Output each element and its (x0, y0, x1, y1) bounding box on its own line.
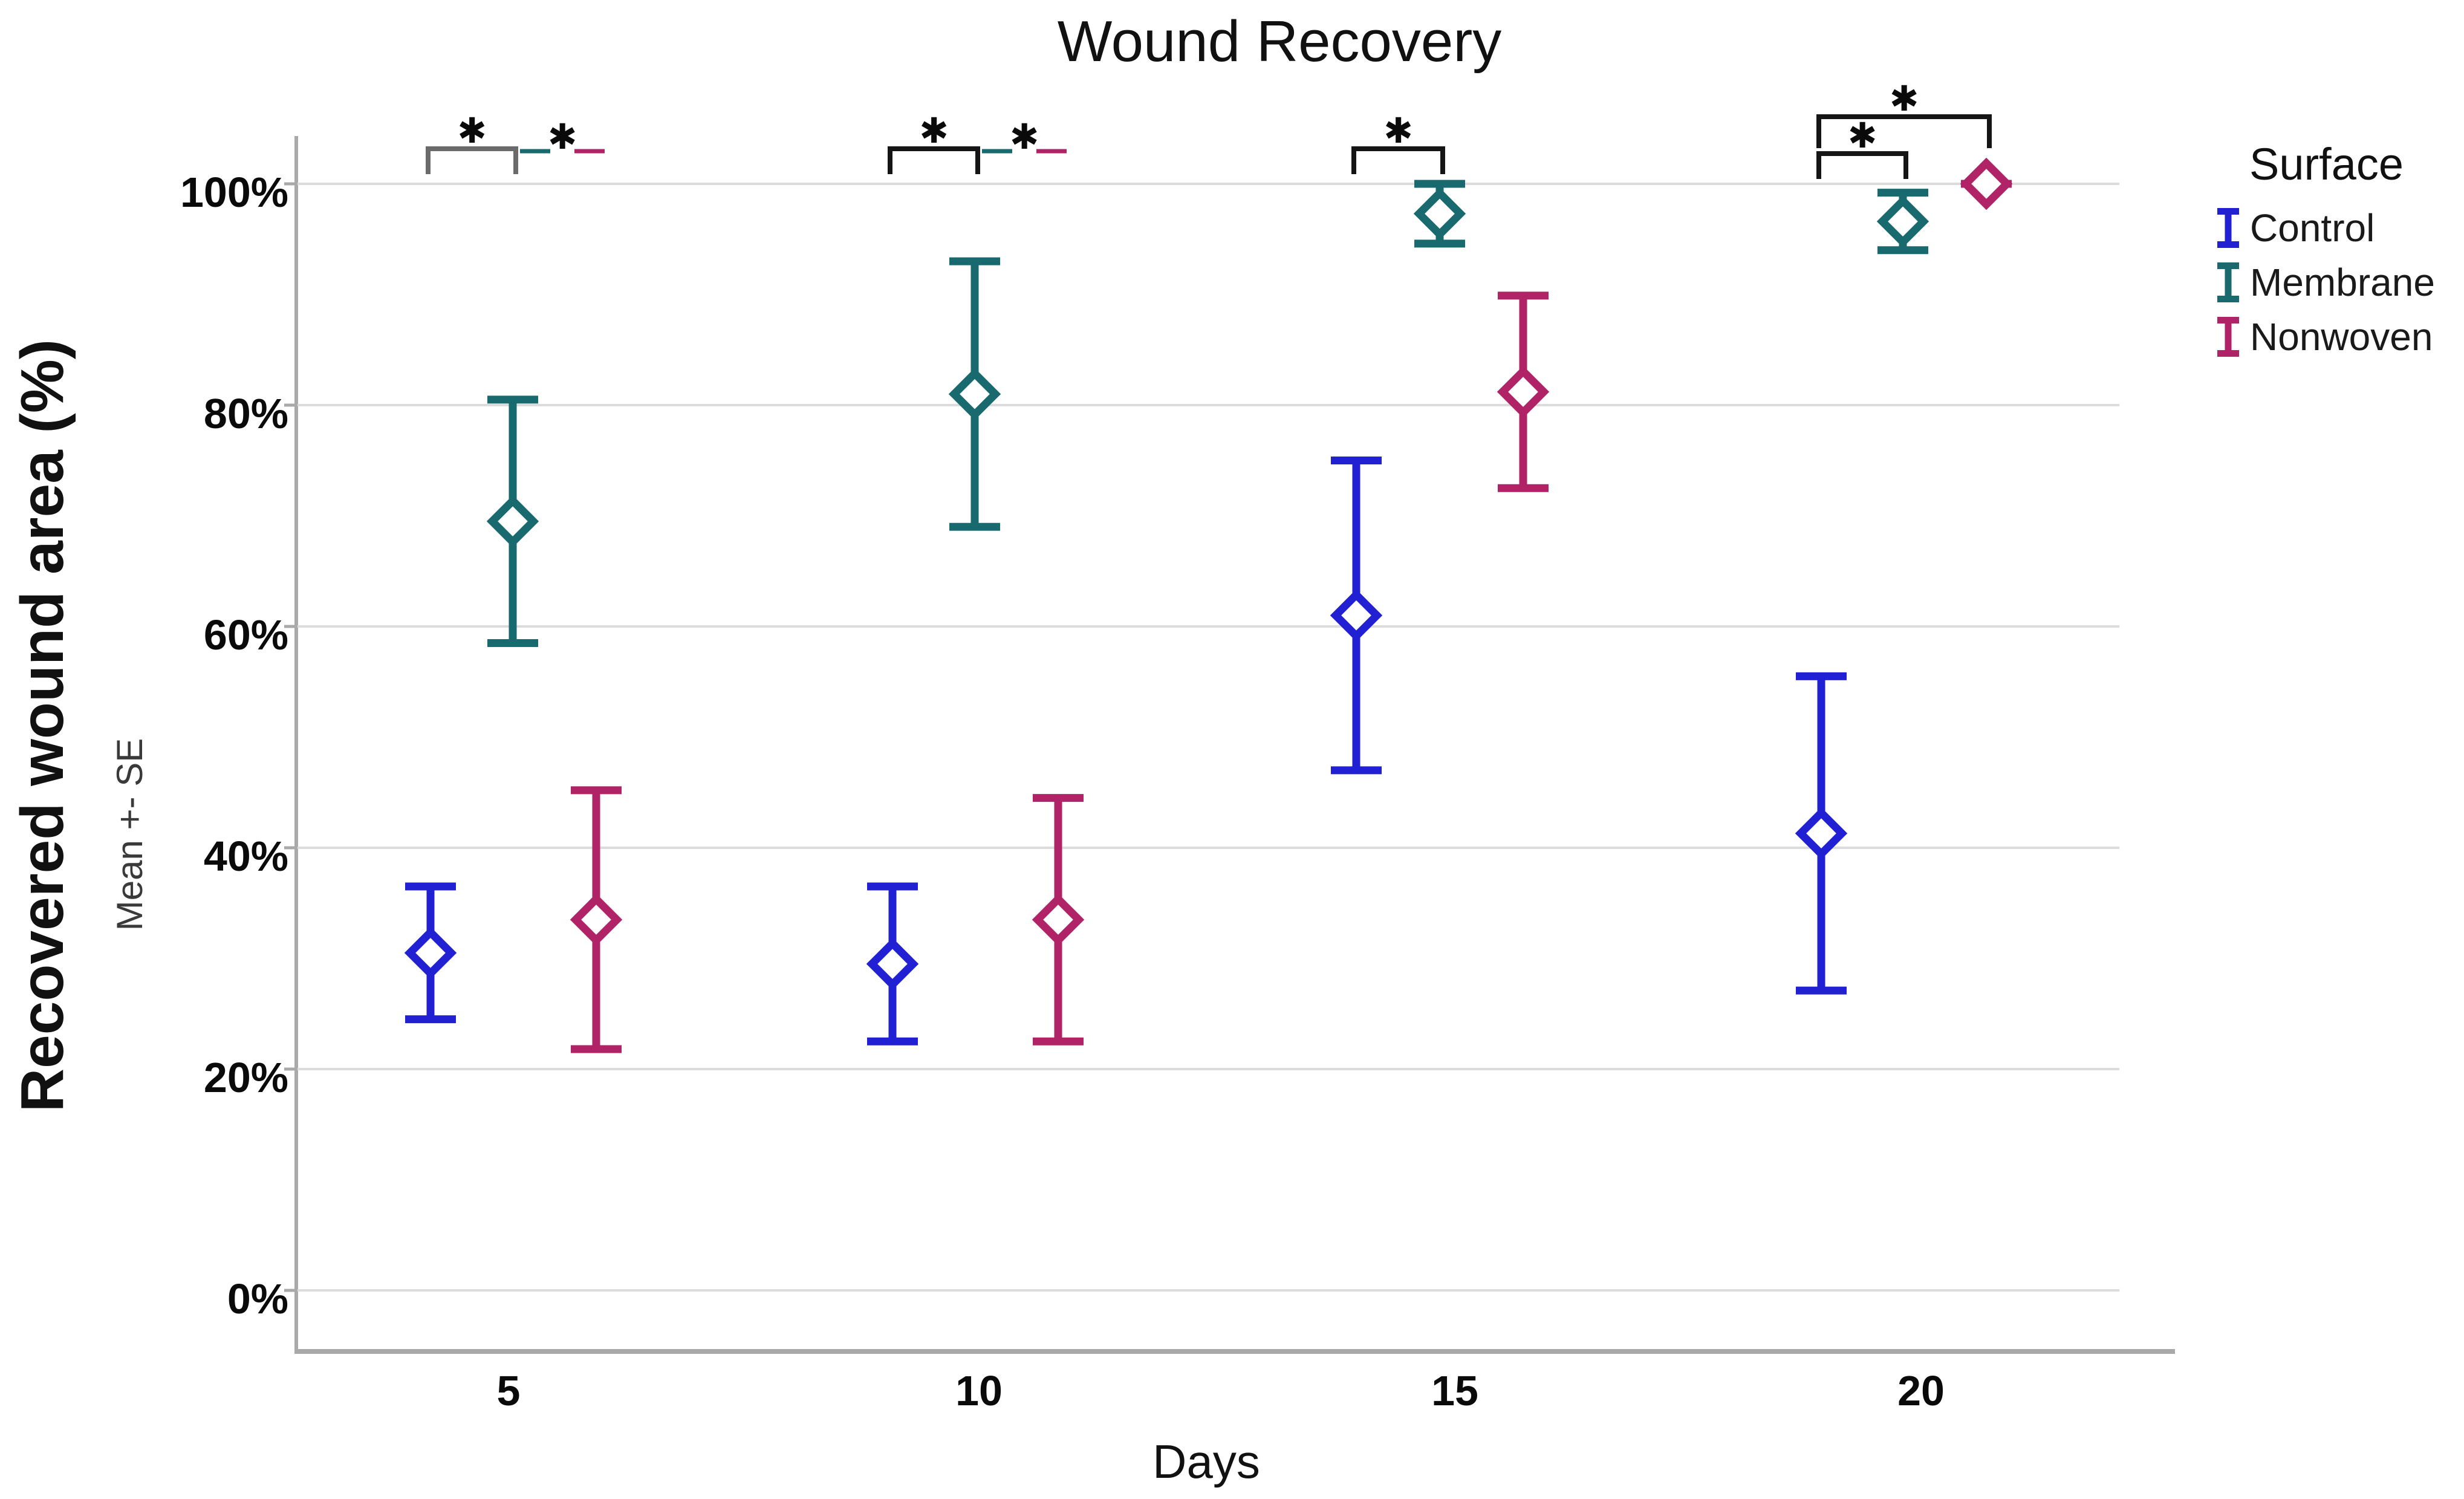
errorbar-icon (2217, 317, 2239, 357)
x-tick-day15: 15 (1431, 1367, 1478, 1414)
legend-item-nonwoven: Nonwoven (2189, 310, 2464, 364)
marker-Nonwoven-day15 (1497, 365, 1550, 418)
marker-Control-day20 (1795, 807, 1848, 860)
y-tick-60: 60% (203, 611, 288, 658)
x-axis-label: Days (1152, 1435, 1260, 1488)
legend: Surface Control Membrane Nonwoven (2189, 128, 2464, 364)
sig-star-dash-day5: ✱ (548, 116, 577, 157)
sig-star-day20: ✱ (1848, 115, 1877, 156)
sig-bracket-day20-Control-Membrane (1816, 151, 1908, 179)
legend-label: Membrane (2250, 261, 2435, 304)
legend-item-control: Control (2189, 201, 2464, 255)
sig-bracket-day20-Control-Nonwoven (1816, 114, 1992, 148)
x-axis-line (294, 1349, 2175, 1354)
sig-bracket-day10-Control-Membrane (888, 146, 980, 174)
legend-label: Control (2250, 206, 2375, 250)
chart-title: Wound Recovery (1057, 9, 1502, 74)
marker-Membrane-day20 (1876, 195, 1929, 248)
x-tick-day20: 20 (1897, 1367, 1945, 1414)
marker-Control-day10 (866, 937, 919, 990)
errorbar-icon (2217, 208, 2239, 248)
legend-item-membrane: Membrane (2189, 255, 2464, 310)
legend-title: Surface (2249, 139, 2404, 189)
y-axis-line (294, 136, 298, 1353)
marker-Nonwoven-day5 (570, 893, 623, 946)
sig-bracket-day5-Control-Membrane (426, 146, 518, 174)
marker-Nonwoven-day20 (1960, 157, 2013, 210)
y-tick-0: 0% (227, 1275, 288, 1322)
y-tick-40: 40% (203, 833, 288, 880)
marker-Control-day15 (1330, 589, 1383, 642)
y-tick-20: 20% (203, 1054, 288, 1101)
x-tick-day10: 10 (955, 1367, 1003, 1414)
sig-star-day10: ✱ (919, 110, 949, 151)
y-tick-80: 80% (203, 390, 288, 437)
marker-Membrane-day10 (948, 368, 1001, 420)
marker-Nonwoven-day10 (1032, 893, 1085, 946)
sig-star-day5: ✱ (457, 110, 487, 151)
marker-Membrane-day5 (486, 495, 539, 548)
sig-star-dash-day10: ✱ (1010, 116, 1039, 157)
sig-star-day15: ✱ (1383, 110, 1413, 151)
marker-Membrane-day15 (1413, 187, 1466, 240)
y-tick-100: 100% (180, 169, 288, 216)
sig-star-day20: ✱ (1890, 78, 1919, 119)
errorbar-icon (2217, 262, 2239, 302)
sig-bracket-day15-Control-Membrane (1351, 146, 1445, 174)
x-tick-day5: 5 (496, 1367, 521, 1414)
marker-Control-day5 (404, 926, 457, 980)
legend-label: Nonwoven (2250, 315, 2433, 359)
